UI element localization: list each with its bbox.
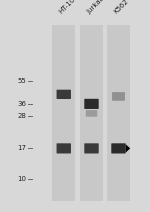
FancyBboxPatch shape [84,99,99,109]
Text: 28: 28 [17,113,26,119]
FancyBboxPatch shape [112,92,125,101]
FancyBboxPatch shape [111,143,126,153]
Bar [80,25,103,201]
Text: HT-1080: HT-1080 [58,0,83,15]
Text: 55: 55 [18,78,26,84]
Polygon shape [126,144,130,153]
Text: 17: 17 [17,145,26,151]
Text: 10: 10 [17,176,26,182]
FancyBboxPatch shape [84,143,99,153]
FancyBboxPatch shape [86,110,97,117]
FancyBboxPatch shape [57,90,71,99]
Text: 36: 36 [17,101,26,107]
Text: Jurkat: Jurkat [86,0,104,15]
Bar [107,25,130,201]
Text: K562: K562 [113,0,130,15]
FancyBboxPatch shape [57,143,71,153]
Bar [52,25,75,201]
